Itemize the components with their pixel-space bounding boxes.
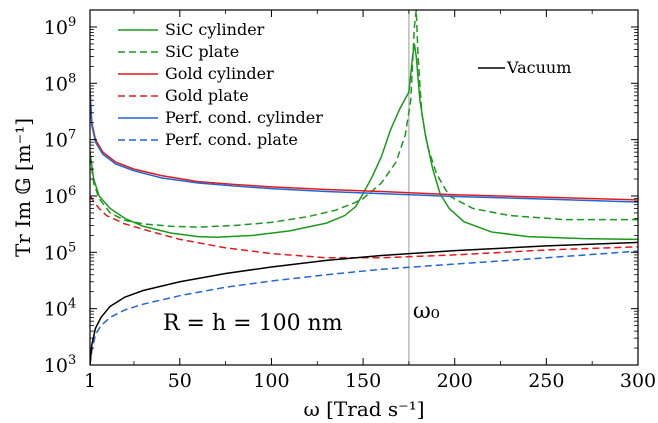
x-tick-label: 50 — [168, 370, 192, 392]
y-tick-label: 104 — [44, 297, 76, 321]
series-line-perf-cond-cylinder — [90, 91, 638, 203]
x-tick-label: 250 — [528, 370, 564, 392]
y-tick-label: 107 — [44, 128, 76, 152]
x-tick-label: 200 — [437, 370, 473, 392]
x-tick-label: 300 — [620, 370, 656, 392]
plot-frame — [89, 9, 639, 366]
series-line-perf-cond-plate — [90, 250, 638, 365]
y-tick-label: 106 — [44, 184, 76, 208]
series-line-sic-plate — [90, 10, 638, 228]
series-line-sic-cylinder — [90, 43, 638, 241]
legend-label: Gold cylinder — [165, 64, 274, 83]
legend-label: Perf. cond. cylinder — [165, 108, 323, 127]
y-axis-label: Tr Im 𝔾 [m⁻¹] — [11, 118, 35, 257]
series-group — [90, 10, 638, 365]
x-tick-label: 1 — [84, 370, 96, 392]
series-line-vacuum — [90, 241, 638, 365]
x-axis-label: ω [Trad s⁻¹] — [303, 397, 424, 421]
y-tick-label: 103 — [44, 353, 76, 377]
y-tick-label: 108 — [44, 71, 76, 95]
legend-label: SiC plate — [165, 42, 239, 61]
legend-label: Gold plate — [165, 86, 249, 105]
y-tick-label: 109 — [44, 15, 76, 39]
x-tick-label: 100 — [253, 370, 289, 392]
legend-label: SiC cylinder — [165, 20, 265, 39]
series-line-gold-cylinder — [90, 88, 638, 201]
legend-label: Vacuum — [506, 58, 571, 77]
legend-label: Perf. cond. plate — [165, 130, 298, 149]
x-tick-label: 150 — [345, 370, 381, 392]
series-line-gold-plate — [90, 195, 638, 259]
y-tick-label: 105 — [44, 240, 76, 264]
geometry-annotation: R = h = 100 nm — [163, 311, 343, 336]
omega0-label: ω₀ — [413, 299, 440, 324]
